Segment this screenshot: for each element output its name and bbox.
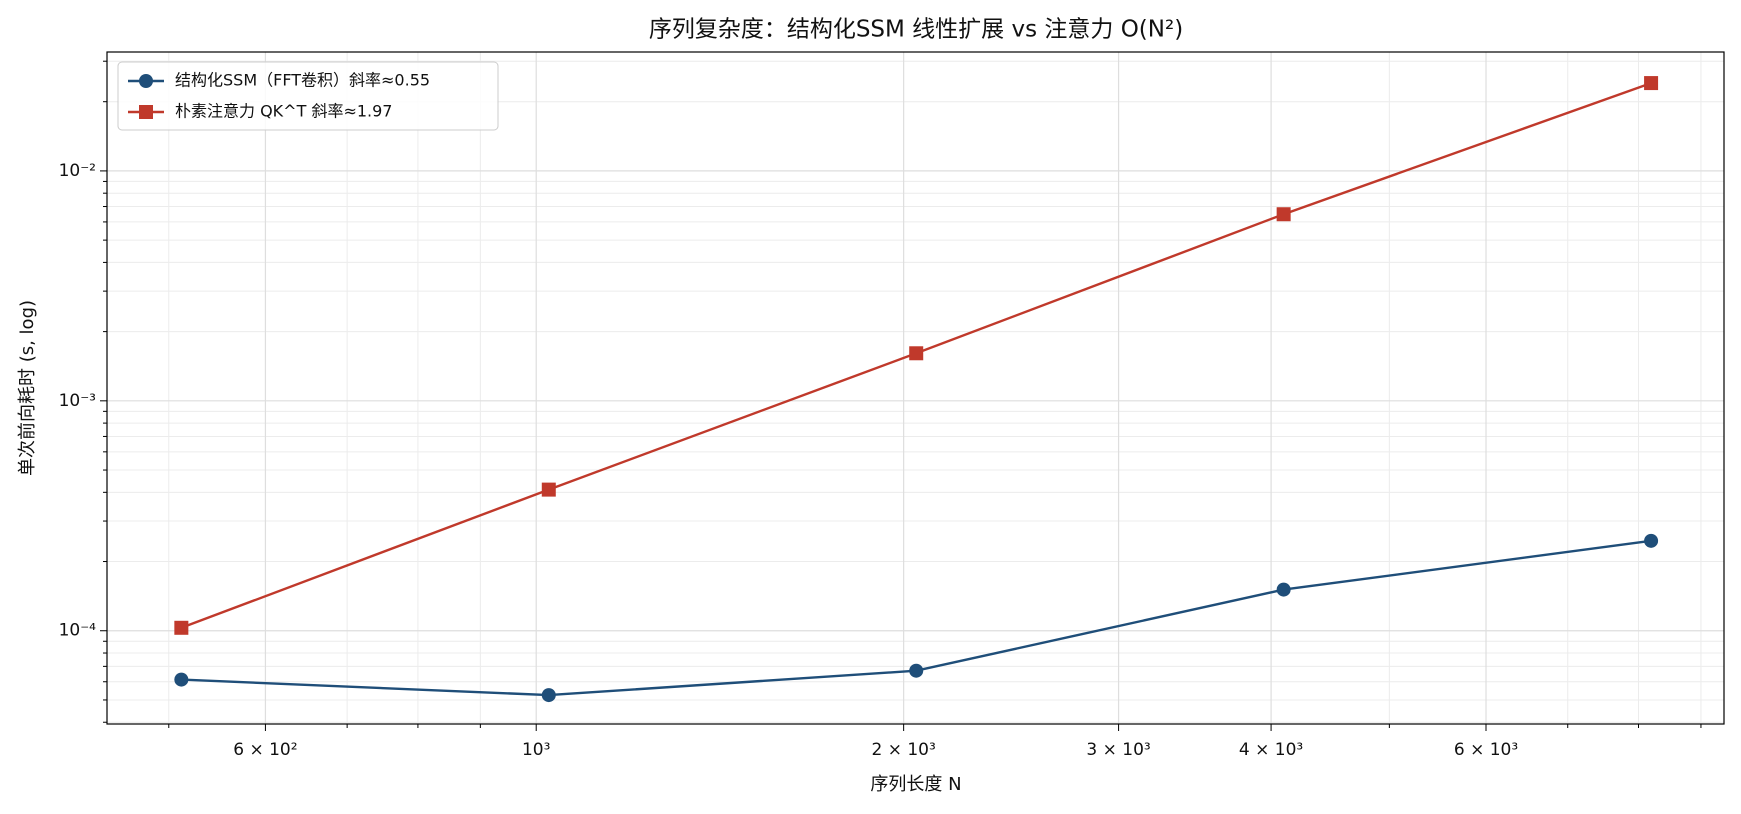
x-tick-label: 10³	[522, 740, 550, 760]
chart-title: 序列复杂度：结构化SSM 线性扩展 vs 注意力 O(N²)	[649, 17, 1183, 43]
y-tick-label: 10⁻²	[59, 161, 96, 181]
marker	[1276, 582, 1291, 597]
x-tick-label: 2 × 10³	[871, 740, 935, 760]
legend-marker	[139, 74, 153, 88]
marker	[1644, 76, 1659, 91]
marker	[1644, 533, 1659, 548]
x-tick-label: 3 × 10³	[1086, 740, 1150, 760]
x-tick-label: 6 × 10²	[233, 740, 297, 760]
marker	[541, 688, 556, 703]
marker	[541, 482, 556, 497]
x-axis-label: 序列长度 N	[870, 774, 961, 795]
legend-box	[117, 61, 499, 131]
x-tick-label: 4 × 10³	[1239, 740, 1303, 760]
marker	[1276, 207, 1291, 222]
marker	[909, 663, 924, 678]
marker	[174, 620, 189, 635]
x-tick-label: 6 × 10³	[1454, 740, 1518, 760]
y-tick-label: 10⁻³	[59, 391, 96, 411]
legend-marker	[139, 105, 153, 119]
y-axis-label: 单次前向耗时 (s, log)	[17, 300, 38, 476]
legend: 结构化SSM（FFT卷积）斜率≈0.55 朴素注意力 QK^T 斜率≈1.97	[117, 61, 499, 131]
plot-frame	[106, 51, 1725, 725]
legend-label: 朴素注意力 QK^T 斜率≈1.97	[175, 102, 392, 121]
y-tick-label: 10⁻⁴	[59, 621, 97, 641]
marker	[174, 672, 189, 687]
marker	[909, 346, 924, 361]
legend-label: 结构化SSM（FFT卷积）斜率≈0.55	[175, 71, 430, 90]
